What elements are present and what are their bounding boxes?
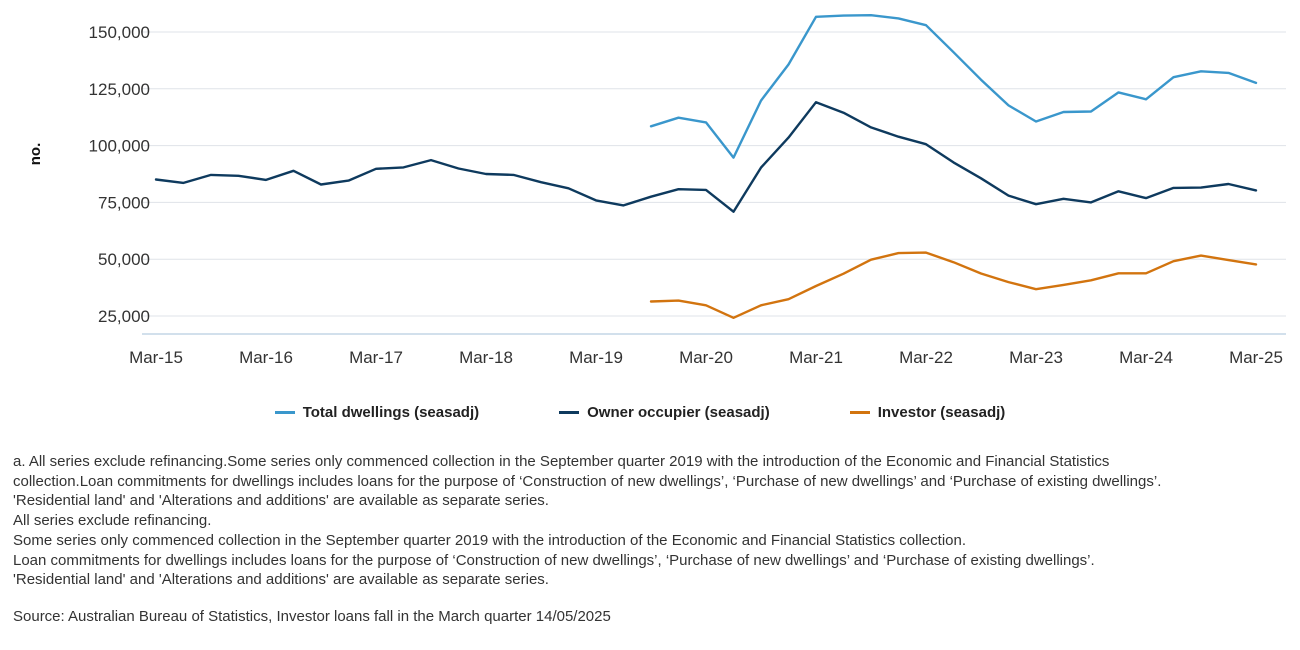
legend-swatch-owner-occupier xyxy=(559,411,580,414)
legend-label-total: Total dwellings (seasadj) xyxy=(302,404,480,421)
x-tick-label: Mar-24 xyxy=(1119,348,1173,367)
legend-item-total[interactable]: Total dwellings (seasadj) xyxy=(274,404,480,421)
x-tick-label: Mar-21 xyxy=(789,348,843,367)
legend: Total dwellings (seasadj) Owner occupier… xyxy=(0,404,1280,421)
y-tick-label: 100,000 xyxy=(89,137,150,156)
footnotes: a. All series exclude refinancing.Some s… xyxy=(13,452,1300,590)
footnote-line: 'Residential land' and 'Alterations and … xyxy=(13,492,549,510)
x-tick-label: Mar-22 xyxy=(899,348,953,367)
gridlines xyxy=(142,31,1286,335)
x-tick-label: Mar-17 xyxy=(349,348,403,367)
legend-swatch-total xyxy=(274,411,295,414)
legend-item-owner-occupier[interactable]: Owner occupier (seasadj) xyxy=(559,404,770,421)
source-note: Source: Australian Bureau of Statistics,… xyxy=(13,608,611,625)
series-lines xyxy=(154,14,1258,319)
y-tick-label: 25,000 xyxy=(98,307,150,326)
y-tick-label: 75,000 xyxy=(98,193,150,212)
x-tick-label: Mar-18 xyxy=(459,348,513,367)
legend-label-owner-occupier: Owner occupier (seasadj) xyxy=(587,404,770,421)
x-axis-ticks: Mar-15 Mar-16 Mar-17 Mar-18 Mar-19 Mar-20 Mar-… xyxy=(129,348,1283,367)
x-tick-label: Mar-25 xyxy=(1229,348,1283,367)
y-tick-label: 50,000 xyxy=(98,250,150,269)
x-tick-label: Mar-20 xyxy=(679,348,733,367)
y-tick-label: 125,000 xyxy=(89,80,150,99)
x-tick-label: Mar-15 xyxy=(129,348,183,367)
footnote-line: collection.Loan commitments for dwelling… xyxy=(13,472,1162,490)
footnote-line: a. All series exclude refinancing.Some s… xyxy=(13,453,1110,470)
legend-swatch-investor xyxy=(849,411,870,414)
y-tick-label: 150,000 xyxy=(89,23,150,42)
footnote-line: Loan commitments for dwellings includes … xyxy=(13,551,1095,569)
x-tick-label: Mar-19 xyxy=(569,348,623,367)
footnote-line: All series exclude refinancing. xyxy=(13,512,212,530)
series-line-investor xyxy=(649,251,1258,319)
footnote-line: Some series only commenced collection in… xyxy=(13,531,966,549)
line-chart: 25,00050,00075,000100,000125,000150,000 … xyxy=(27,14,1286,367)
series-line-owner-occupier xyxy=(154,101,1258,213)
legend-item-investor[interactable]: Investor (seasadj) xyxy=(849,404,1006,421)
legend-label-investor: Investor (seasadj) xyxy=(877,404,1006,421)
y-axis-title: no. xyxy=(27,143,44,166)
series-line-total-dwellings xyxy=(649,14,1258,159)
y-axis-ticks: 25,000 50,000 75,000 100,000 125,000 150,000 xyxy=(89,23,150,326)
x-tick-label: Mar-23 xyxy=(1009,348,1063,367)
footnote-line: 'Residential land' and 'Alterations and … xyxy=(13,571,549,589)
x-tick-label: Mar-16 xyxy=(239,348,293,367)
